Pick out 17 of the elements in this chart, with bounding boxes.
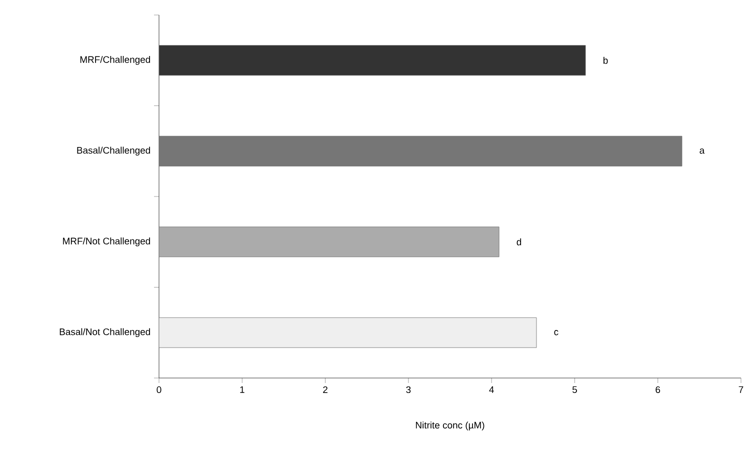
x-tick-label: 0: [156, 386, 162, 394]
x-tick-label: 1: [240, 386, 244, 393]
y-tick-label: Basal/Challenged: [77, 146, 150, 156]
x-tick-label: 6: [656, 386, 660, 394]
annotation: b: [603, 56, 608, 64]
x-tick-label: 3: [406, 386, 411, 394]
y-tick-label: MRF/Challenged: [80, 56, 150, 65]
x-tick-label: 7: [738, 386, 744, 393]
annotation: a: [700, 148, 705, 154]
x-tick-label: 5: [572, 386, 577, 393]
annotation: d: [516, 238, 522, 246]
y-tick-label: Basal/Not Challenged: [60, 328, 150, 338]
annotation: c: [554, 330, 558, 336]
x-tick-label: 2: [323, 386, 328, 393]
x-tick-label: 4: [489, 386, 494, 393]
y-tick-label: MRF/Not Challenged: [63, 237, 150, 246]
x-axis-title: Nitrite conc (µM): [416, 422, 484, 430]
